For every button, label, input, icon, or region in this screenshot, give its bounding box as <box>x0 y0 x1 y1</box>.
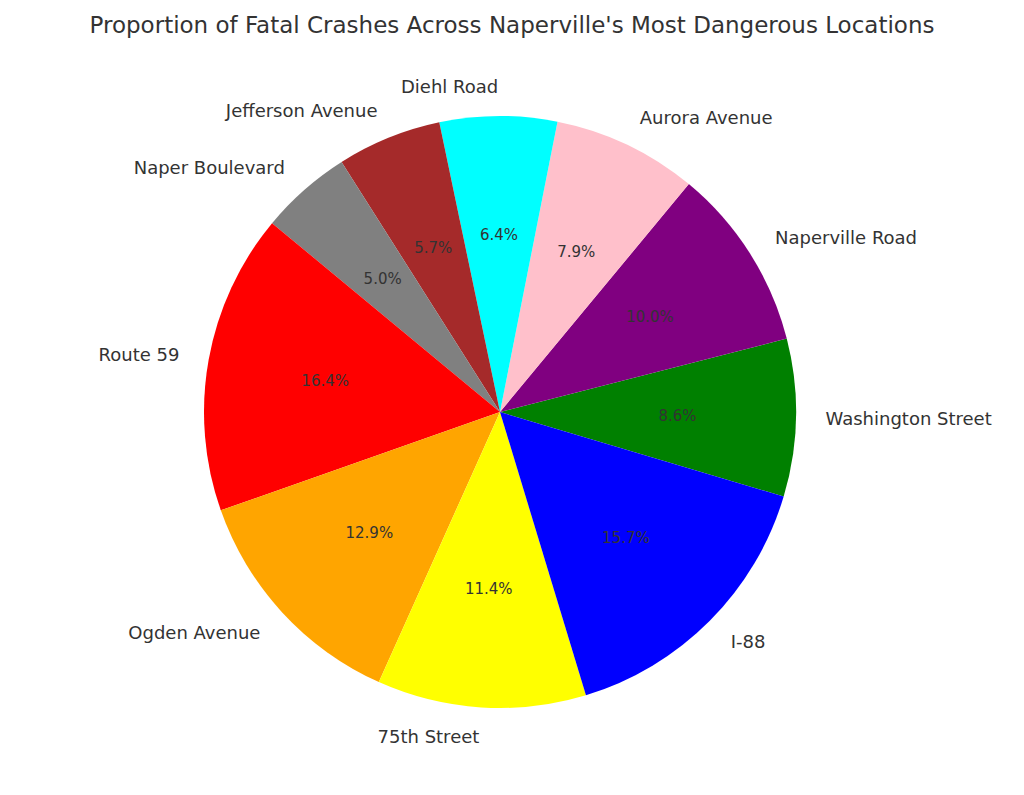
pie <box>204 116 796 708</box>
slice-label: Aurora Avenue <box>640 107 773 128</box>
slice-label: Route 59 <box>99 344 180 365</box>
data-label: 5.0% <box>364 270 402 288</box>
slice-label: I-88 <box>731 631 766 652</box>
chart-title: Proportion of Fatal Crashes Across Naper… <box>90 12 935 38</box>
slice-label: 75th Street <box>378 726 480 747</box>
data-label: 7.9% <box>557 243 595 261</box>
labels: Washington Street Naperville Road Aurora A… <box>99 76 992 748</box>
data-label: 12.9% <box>345 524 393 542</box>
data-label: 15.7% <box>602 529 650 547</box>
slice-label: Diehl Road <box>401 76 498 97</box>
chart: Proportion of Fatal Crashes Across Naper… <box>0 0 1024 795</box>
pie-slice <box>500 412 784 695</box>
slice-label: Jefferson Avenue <box>225 100 378 121</box>
slice-label: Ogden Avenue <box>128 622 260 643</box>
data-label: 11.4% <box>465 580 513 598</box>
data-label: 6.4% <box>480 226 518 244</box>
slice-label: Naper Boulevard <box>134 157 285 178</box>
data-label: 5.7% <box>414 239 452 257</box>
data-label: 10.0% <box>626 308 674 326</box>
data-label: 8.6% <box>659 407 697 425</box>
slice-label: Naperville Road <box>775 227 917 248</box>
data-label: 16.4% <box>301 372 349 390</box>
slice-label: Washington Street <box>826 408 992 429</box>
